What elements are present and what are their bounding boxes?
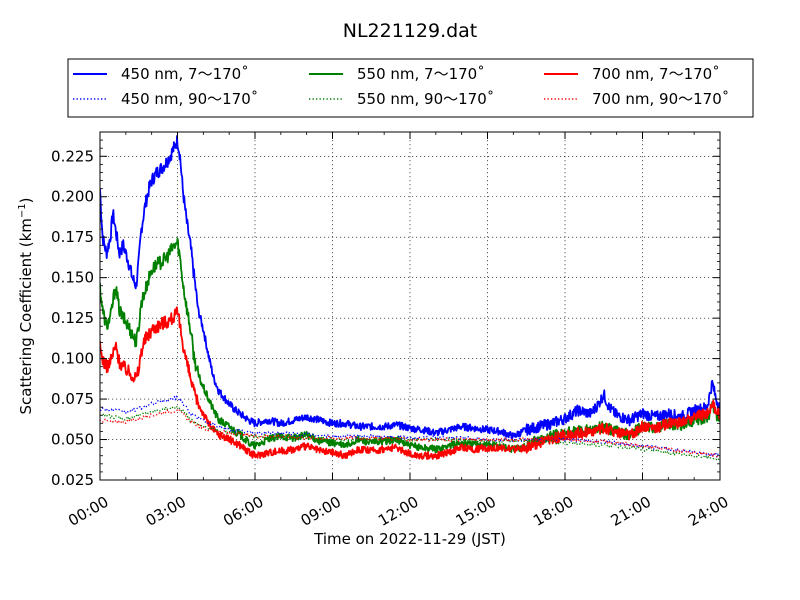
legend-label: 450 nm, 7～170˚ — [121, 65, 249, 83]
series-line — [100, 306, 720, 460]
legend-label: 550 nm, 7～170˚ — [357, 65, 485, 83]
legend-label: 550 nm, 90～170˚ — [357, 90, 494, 108]
y-axis-label-exponent: −1 — [17, 203, 28, 218]
legend-label: 700 nm, 90～170˚ — [592, 90, 729, 108]
y-tick-label: 0.150 — [51, 269, 94, 287]
y-tick-label: 0.075 — [51, 390, 94, 408]
y-axis-label-close: ) — [17, 197, 35, 203]
legend-label: 700 nm, 7～170˚ — [592, 65, 720, 83]
y-axis-label: Scattering Coefficient (km−1) — [17, 197, 35, 414]
y-tick-label: 0.050 — [51, 431, 94, 449]
series-line — [100, 395, 720, 458]
y-tick-label: 0.100 — [51, 350, 94, 368]
chart-title: NL221129.dat — [343, 20, 478, 42]
y-tick-label: 0.125 — [51, 309, 94, 327]
y-tick-label: 0.225 — [51, 147, 94, 165]
series-line — [100, 408, 720, 459]
legend-box — [67, 58, 754, 118]
series-layer — [100, 135, 720, 461]
y-tick-label: 0.200 — [51, 188, 94, 206]
legend: 450 nm, 7～170˚ 550 nm, 7～170˚ 700 nm, 7～17… — [67, 58, 754, 118]
legend-label: 450 nm, 90～170˚ — [121, 90, 258, 108]
x-axis-label: Time on 2022-11-29 (JST) — [313, 530, 506, 548]
y-tick-label: 0.025 — [51, 471, 94, 489]
series-line — [100, 135, 720, 440]
y-axis-label-main: Scattering Coefficient (km — [17, 218, 35, 414]
plot-area — [100, 132, 720, 480]
y-tick-label: 0.175 — [51, 228, 94, 246]
